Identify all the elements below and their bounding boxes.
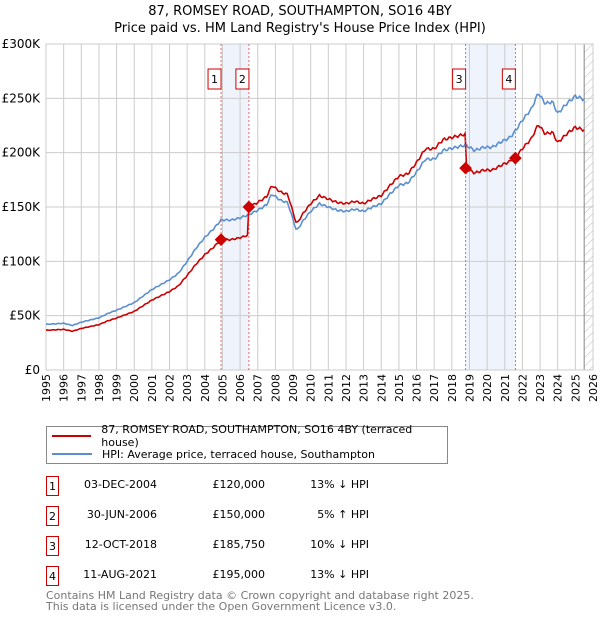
hpi-line bbox=[45, 93, 585, 327]
x-tick-label: 2019 bbox=[463, 374, 476, 402]
chart-title: 87, ROMSEY ROAD, SOUTHAMPTON, SO16 4BY bbox=[148, 4, 452, 19]
sale-hpi-diff: 5% ↑ HPI bbox=[317, 508, 369, 521]
x-tick-label: 2006 bbox=[234, 374, 247, 402]
x-tick-label: 1995 bbox=[40, 374, 53, 402]
sale-number-badge: 1 bbox=[46, 476, 59, 496]
sale-label-box bbox=[235, 68, 250, 90]
sale-label-box bbox=[452, 68, 467, 90]
sale-point bbox=[214, 233, 228, 246]
y-tick-label: £50K bbox=[9, 309, 41, 323]
line-chart: 1995 1996 1997 1998 1999 2000 2001 2002 2003 2004… bbox=[2, 37, 600, 402]
sale-date: 12-OCT-2018 bbox=[84, 538, 157, 551]
legend-label-hpi: HPI: Average price, terraced house, Sout… bbox=[102, 447, 375, 461]
x-tick-label: 2021 bbox=[499, 374, 512, 402]
x-tick-label: 2020 bbox=[481, 374, 494, 402]
sale-point bbox=[242, 200, 256, 214]
legend-swatch-blue bbox=[52, 453, 92, 455]
sale-label-box bbox=[501, 68, 516, 90]
x-tick-label: 2012 bbox=[340, 374, 353, 402]
y-tick-label: £250K bbox=[2, 91, 42, 105]
x-tick-label: 1999 bbox=[111, 374, 124, 402]
x-tick-label: 2016 bbox=[411, 374, 424, 402]
y-tick-label: £0 bbox=[25, 363, 40, 377]
sale-number-badge: 2 bbox=[46, 506, 59, 526]
footer-copyright: Contains HM Land Registry data © Crown c… bbox=[46, 589, 474, 602]
sale-label: 3 bbox=[456, 73, 463, 86]
x-tick-label: 1996 bbox=[58, 374, 71, 402]
y-tick-label: £300K bbox=[2, 37, 42, 51]
legend-item-property: 87, ROMSEY ROAD, SOUTHAMPTON, SO16 4BY (… bbox=[52, 423, 447, 449]
sale-price: £150,000 bbox=[212, 508, 266, 521]
legend: 87, ROMSEY ROAD, SOUTHAMPTON, SO16 4BY (… bbox=[46, 423, 448, 464]
x-tick-label: 2002 bbox=[164, 374, 177, 402]
chart-subtitle: Price paid vs. HM Land Registry's House … bbox=[114, 21, 486, 36]
sale-hpi-diff: 13% ↓ HPI bbox=[310, 478, 369, 491]
x-tick-label: 1997 bbox=[75, 374, 88, 402]
x-tick-label: 2024 bbox=[552, 374, 565, 402]
sale-point bbox=[459, 161, 472, 175]
x-tick-label: 2015 bbox=[393, 374, 406, 402]
sale-label-box bbox=[207, 68, 222, 90]
sale-label: 1 bbox=[211, 73, 218, 86]
x-tick-label: 2010 bbox=[305, 374, 318, 402]
sale-number-badge: 3 bbox=[46, 536, 59, 556]
x-tick-label: 2017 bbox=[428, 374, 441, 402]
sale-hpi-diff: 13% ↓ HPI bbox=[310, 568, 369, 581]
sale-price: £195,000 bbox=[212, 568, 266, 581]
sale-point bbox=[508, 151, 522, 165]
x-tick-label: 2014 bbox=[375, 374, 388, 402]
footer-licence: This data is licensed under the Open Gov… bbox=[46, 600, 397, 613]
x-tick-label: 2013 bbox=[358, 374, 371, 402]
projection-hatch bbox=[584, 44, 593, 370]
x-tick-label: 1998 bbox=[93, 374, 106, 402]
x-tick-label: 2008 bbox=[269, 374, 282, 402]
sale-date: 11-AUG-2021 bbox=[83, 568, 157, 581]
x-tick-label: 2026 bbox=[587, 374, 600, 402]
legend-item-hpi: HPI: Average price, terraced house, Sout… bbox=[52, 446, 375, 462]
y-tick-label: £150K bbox=[2, 200, 42, 214]
x-tick-label: 2004 bbox=[199, 374, 212, 402]
sale-label: 2 bbox=[239, 73, 246, 86]
x-tick-label: 2009 bbox=[287, 374, 300, 402]
x-tick-label: 2023 bbox=[534, 374, 547, 402]
sale-date: 30-JUN-2006 bbox=[86, 508, 157, 521]
footer: Contains HM Land Registry data © Crown c… bbox=[46, 590, 474, 612]
plot-border bbox=[45, 43, 594, 371]
sale-price: £120,000 bbox=[212, 478, 266, 491]
y-tick-label: £100K bbox=[2, 254, 42, 268]
x-tick-label: 2022 bbox=[516, 374, 529, 402]
x-tick-label: 2005 bbox=[216, 374, 229, 402]
y-tick-label: £200K bbox=[2, 146, 42, 160]
x-tick-label: 2000 bbox=[128, 374, 141, 402]
legend-swatch-red bbox=[52, 435, 92, 437]
x-tick-label: 2001 bbox=[146, 374, 159, 402]
legend-label-property: 87, ROMSEY ROAD, SOUTHAMPTON, SO16 4BY (… bbox=[101, 423, 413, 449]
sale-hpi-diff: 10% ↓ HPI bbox=[310, 538, 369, 551]
x-tick-label: 2011 bbox=[322, 374, 335, 402]
x-tick-label: 2018 bbox=[446, 374, 459, 402]
x-tick-label: 2007 bbox=[252, 374, 265, 402]
sale-number-badge: 4 bbox=[46, 566, 59, 586]
sale-price: £185,750 bbox=[212, 538, 266, 551]
sale-label: 4 bbox=[505, 73, 512, 86]
sale-date: 03-DEC-2004 bbox=[83, 478, 157, 491]
property-line bbox=[45, 124, 585, 333]
x-tick-label: 2003 bbox=[181, 374, 194, 402]
x-tick-label: 2025 bbox=[569, 374, 582, 402]
